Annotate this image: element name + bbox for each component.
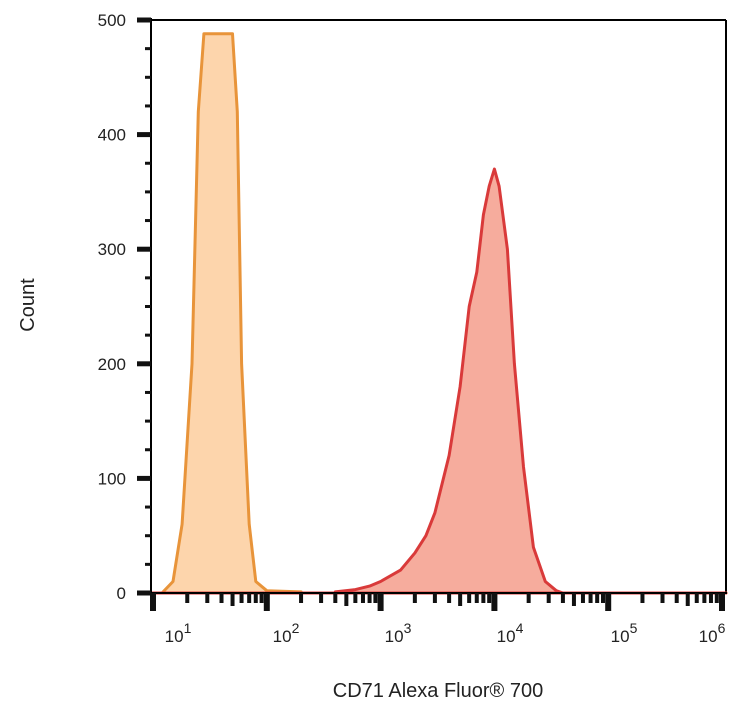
x-tick-label: 105 xyxy=(611,620,638,646)
x-tick-label: 102 xyxy=(273,620,300,646)
x-minor-tick xyxy=(685,593,690,606)
y-tick-label: 100 xyxy=(98,469,126,488)
x-axis-ticks: 101 102 103 104 105 106 xyxy=(150,593,726,646)
x-major-tick xyxy=(491,593,498,611)
x-minor-tick xyxy=(360,593,365,603)
x-minor-tick xyxy=(185,593,190,603)
x-axis-title: CD71 Alexa Fluor® 700 xyxy=(333,680,543,702)
x-minor-tick xyxy=(580,593,585,603)
x-minor-tick xyxy=(660,593,665,603)
x-minor-tick xyxy=(595,593,600,603)
x-minor-tick xyxy=(526,593,531,603)
x-minor-tick xyxy=(447,593,452,603)
x-minor-tick xyxy=(333,593,338,603)
x-minor-tick xyxy=(481,593,486,603)
x-minor-tick xyxy=(344,593,349,606)
x-tick-label: 101 xyxy=(165,620,192,646)
x-minor-tick xyxy=(219,593,224,603)
x-minor-tick xyxy=(239,593,244,603)
x-tick-label: 106 xyxy=(699,620,726,646)
y-tick-label: 200 xyxy=(98,355,126,374)
x-minor-tick xyxy=(571,593,576,606)
x-minor-tick xyxy=(259,593,264,603)
x-minor-tick xyxy=(205,593,210,603)
x-minor-tick xyxy=(373,593,378,603)
x-major-tick xyxy=(719,593,725,611)
x-minor-tick xyxy=(458,593,463,606)
x-minor-tick xyxy=(467,593,472,603)
x-tick-label: 104 xyxy=(497,620,524,646)
x-minor-tick xyxy=(253,593,258,603)
x-minor-tick xyxy=(560,593,565,603)
x-minor-tick xyxy=(319,593,324,603)
x-minor-tick xyxy=(353,593,358,603)
x-minor-tick xyxy=(299,593,304,603)
x-minor-tick xyxy=(714,593,719,603)
x-minor-tick xyxy=(702,593,707,603)
x-minor-tick xyxy=(474,593,479,603)
y-tick-label: 0 xyxy=(117,584,126,603)
x-minor-tick xyxy=(588,593,593,603)
x-minor-tick xyxy=(674,593,679,603)
y-axis-title: Count xyxy=(17,278,39,332)
histogram-series xyxy=(149,32,728,595)
x-minor-tick xyxy=(247,593,252,603)
x-minor-tick xyxy=(546,593,551,603)
x-minor-tick xyxy=(367,593,372,603)
series-1-area xyxy=(149,167,728,595)
x-major-tick xyxy=(150,593,156,611)
x-minor-tick xyxy=(412,593,417,603)
x-tick-label: 103 xyxy=(385,620,412,646)
y-axis-ticks: 0 100 200 300 400 500 xyxy=(98,11,151,603)
x-minor-tick xyxy=(230,593,235,606)
x-minor-tick xyxy=(708,593,713,603)
x-minor-tick xyxy=(640,593,645,603)
y-tick-label: 500 xyxy=(98,11,126,30)
x-major-tick xyxy=(605,593,612,611)
x-minor-tick xyxy=(694,593,699,603)
x-major-tick xyxy=(263,593,270,611)
x-minor-tick xyxy=(487,593,492,603)
y-tick-label: 400 xyxy=(98,126,126,145)
x-minor-tick xyxy=(600,593,605,603)
x-minor-tick xyxy=(432,593,437,603)
x-major-tick xyxy=(377,593,384,611)
y-tick-label: 300 xyxy=(98,240,126,259)
